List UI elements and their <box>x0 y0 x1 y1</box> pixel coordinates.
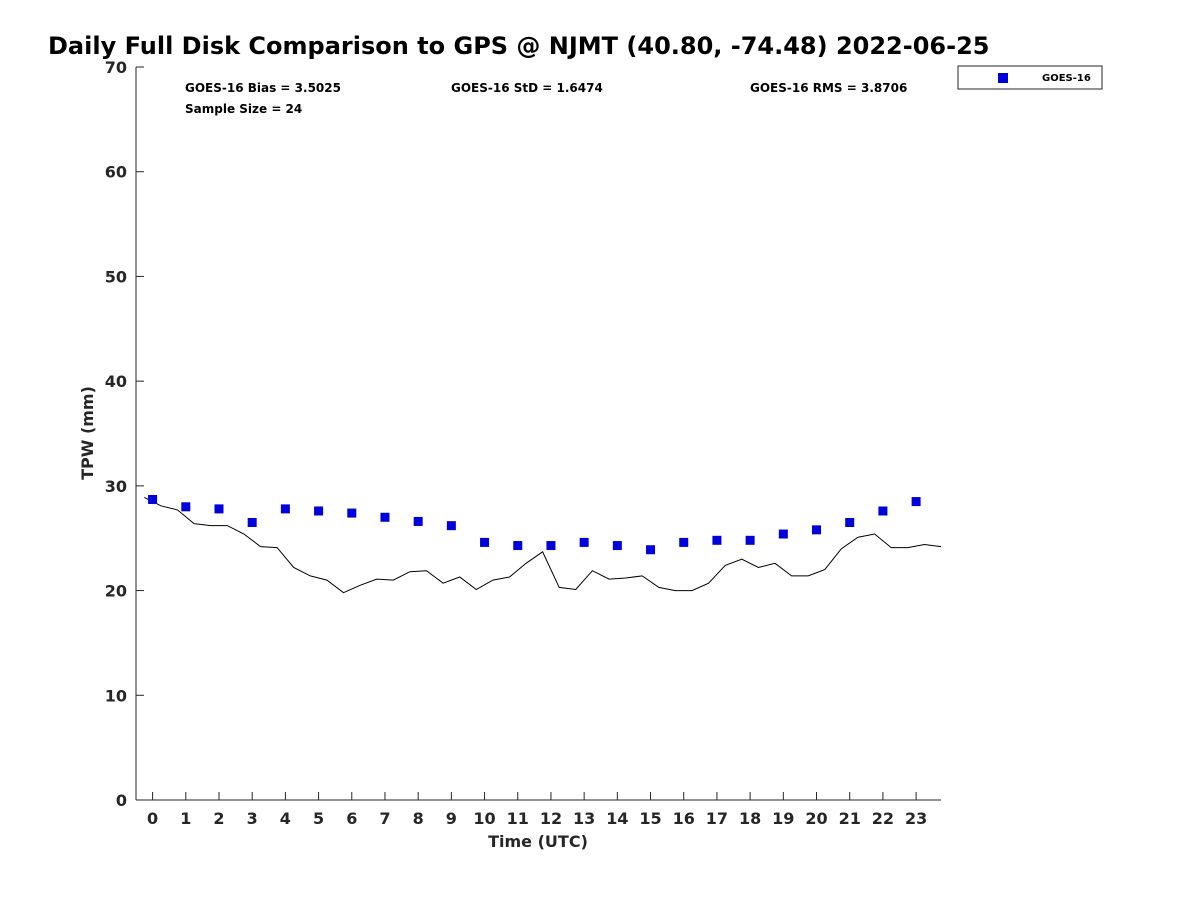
x-tick-label: 5 <box>313 809 324 828</box>
x-tick-label: 10 <box>473 809 495 828</box>
bias-stat: GOES-16 Bias = 3.5025 <box>185 81 341 95</box>
goes16-point <box>380 512 390 522</box>
legend: GOES-16 <box>957 65 1103 90</box>
std-stat: GOES-16 StD = 1.6474 <box>451 81 603 95</box>
goes16-point <box>712 535 722 545</box>
goes16-point <box>181 502 191 512</box>
goes16-point <box>214 504 224 514</box>
y-tick-label: 20 <box>105 582 127 601</box>
x-ticks: 0 1 2 3 4 5 6 7 8 9 10 11 12 13 14 15 16 17 18 19 20 21 22 23 <box>147 792 927 828</box>
goes16-point <box>778 529 788 539</box>
x-tick-label: 18 <box>739 809 761 828</box>
goes16-point <box>480 537 490 547</box>
x-tick-label: 3 <box>247 809 258 828</box>
goes16-point <box>148 494 158 504</box>
goes16-point <box>546 541 556 551</box>
rms-stat: GOES-16 RMS = 3.8706 <box>750 81 907 95</box>
goes16-point <box>579 537 589 547</box>
goes16-point <box>812 525 822 535</box>
goes16-point <box>845 518 855 528</box>
x-tick-label: 6 <box>346 809 357 828</box>
x-tick-label: 4 <box>280 809 291 828</box>
legend-label: GOES-16 <box>1042 73 1091 84</box>
y-tick-label: 40 <box>105 372 127 391</box>
x-tick-label: 15 <box>639 809 661 828</box>
x-tick-label: 8 <box>413 809 424 828</box>
x-tick-label: 22 <box>872 809 894 828</box>
gps-line-layer <box>144 496 942 594</box>
x-tick-label: 0 <box>147 809 158 828</box>
x-tick-label: 12 <box>540 809 562 828</box>
x-tick-label: 16 <box>673 809 695 828</box>
x-tick-label: 17 <box>706 809 728 828</box>
x-tick-label: 9 <box>446 809 457 828</box>
y-axis-label: TPW (mm) <box>78 386 97 480</box>
y-tick-label: 60 <box>105 163 127 182</box>
goes16-point <box>878 506 888 516</box>
goes16-point <box>347 508 357 518</box>
x-tick-label: 7 <box>379 809 390 828</box>
goes16-point <box>314 506 324 516</box>
chart-title: Daily Full Disk Comparison to GPS @ NJMT… <box>48 32 989 60</box>
goes16-markers <box>148 494 921 555</box>
goes16-point <box>745 535 755 545</box>
x-tick-label: 14 <box>606 809 628 828</box>
gps-tpw-line <box>144 496 942 594</box>
y-ticks: 0 10 20 30 40 50 60 70 <box>105 58 144 810</box>
legend-marker <box>998 73 1008 83</box>
x-axis-label: Time (UTC) <box>488 832 588 851</box>
legend-box <box>957 65 1103 90</box>
y-tick-label: 10 <box>105 686 127 705</box>
x-tick-label: 1 <box>180 809 191 828</box>
y-tick-label: 30 <box>105 477 127 496</box>
x-tick-label: 21 <box>839 809 861 828</box>
goes16-point <box>446 521 456 531</box>
goes16-point <box>413 516 423 526</box>
goes16-point <box>247 518 257 528</box>
goes16-point <box>612 541 622 551</box>
sample-size-stat: Sample Size = 24 <box>185 102 302 116</box>
x-tick-label: 19 <box>772 809 794 828</box>
goes16-point <box>280 504 290 514</box>
goes16-point <box>679 537 689 547</box>
x-tick-label: 23 <box>905 809 927 828</box>
goes16-point <box>513 541 523 551</box>
y-tick-label: 70 <box>105 58 127 77</box>
x-tick-label: 2 <box>213 809 224 828</box>
x-tick-label: 20 <box>805 809 827 828</box>
goes16-point <box>911 497 921 507</box>
y-tick-label: 50 <box>105 267 127 286</box>
x-tick-label: 13 <box>573 809 595 828</box>
goes16-point <box>646 545 656 555</box>
x-tick-label: 11 <box>507 809 529 828</box>
y-tick-label: 0 <box>116 791 127 810</box>
